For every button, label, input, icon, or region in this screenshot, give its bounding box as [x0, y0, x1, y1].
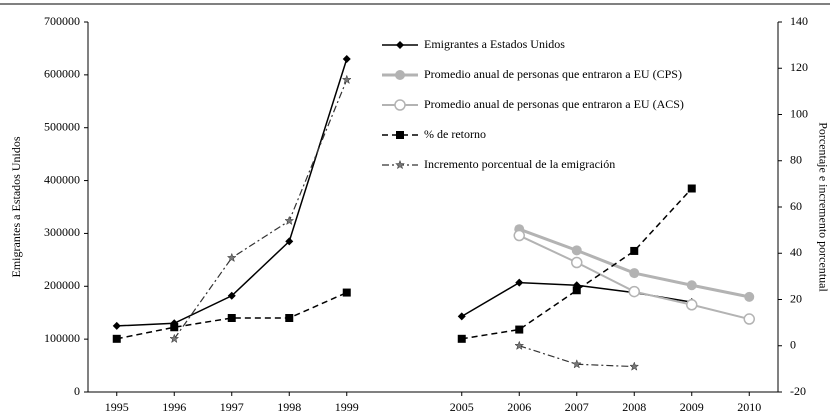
legend-label: % de retorno	[424, 127, 486, 141]
data-point	[112, 321, 121, 330]
legend-marker	[396, 41, 404, 49]
y2-tick-label: 80	[790, 153, 802, 167]
legend-label: Emigrantes a Estados Unidos	[424, 37, 565, 51]
y-tick-label: 0	[74, 384, 80, 398]
data-point	[169, 333, 180, 344]
y2-tick-label: 120	[790, 60, 808, 74]
data-point	[457, 312, 466, 321]
data-point	[629, 268, 640, 279]
data-point	[457, 334, 466, 343]
y2-axis-title: Porcentaje e incremento porcentual	[816, 122, 830, 292]
data-point	[515, 325, 524, 334]
data-point	[342, 55, 351, 63]
data-point	[629, 361, 640, 371]
data-point	[630, 246, 639, 255]
data-point	[515, 278, 524, 287]
data-point	[284, 215, 295, 226]
data-point	[687, 184, 696, 193]
data-point	[227, 314, 236, 322]
x-tick-label: 1995	[105, 400, 129, 414]
y2-tick-label: 20	[790, 291, 802, 305]
y-tick-label: 300000	[44, 225, 80, 239]
data-point	[341, 74, 352, 85]
y-tick-label: 400000	[44, 172, 80, 186]
y-tick-label: 200000	[44, 278, 80, 292]
data-point	[571, 256, 583, 269]
legend-label: Promedio anual de personas que entraron …	[424, 67, 682, 81]
data-point	[285, 237, 294, 246]
data-point	[514, 340, 525, 351]
x-tick-label: 1998	[277, 400, 301, 414]
series-line	[173, 79, 348, 340]
y-axis-title: Emigrantes a Estados Unidos	[9, 136, 23, 277]
y-tick-label: 700000	[44, 14, 80, 28]
data-point	[686, 299, 698, 311]
data-point	[170, 323, 179, 332]
data-point	[571, 245, 582, 256]
legend-label: Promedio anual de personas que entraron …	[424, 97, 684, 111]
data-point	[226, 252, 237, 263]
y2-tick-label: -20	[790, 384, 806, 398]
x-tick-label: 1997	[220, 400, 244, 414]
y2-tick-label: 40	[790, 245, 802, 259]
x-tick-label: 2010	[737, 400, 761, 414]
data-point	[686, 280, 697, 291]
x-tick-label: 2007	[565, 400, 589, 414]
legend-marker	[394, 159, 406, 170]
data-point	[342, 288, 351, 297]
y-tick-label: 600000	[44, 67, 80, 81]
data-point	[743, 313, 755, 325]
x-tick-label: 2008	[622, 400, 646, 414]
series-line	[461, 187, 693, 340]
x-tick-label: 1996	[162, 400, 186, 414]
data-point	[112, 334, 121, 343]
data-point	[285, 314, 294, 322]
legend-marker	[395, 70, 405, 80]
y2-tick-label: 100	[790, 106, 808, 120]
data-point	[513, 229, 525, 242]
x-tick-label: 2005	[450, 400, 474, 414]
data-point	[744, 291, 755, 302]
y2-tick-label: 60	[790, 199, 802, 213]
legend-label: Incremento porcentual de la emigración	[424, 157, 615, 171]
legend-marker	[394, 99, 406, 111]
series-line	[116, 58, 348, 327]
x-tick-label: 2006	[507, 400, 531, 414]
x-tick-label: 1999	[335, 400, 359, 414]
y2-tick-label: 0	[790, 338, 796, 352]
x-tick-label: 2009	[680, 400, 704, 414]
y2-tick-label: 140	[790, 14, 808, 28]
y-tick-label: 100000	[44, 331, 80, 345]
series-line	[116, 291, 348, 340]
y-tick-label: 500000	[44, 119, 80, 133]
data-point	[571, 359, 582, 369]
data-point	[572, 286, 581, 295]
legend-marker	[396, 131, 404, 139]
data-point	[227, 291, 236, 300]
data-point	[628, 285, 640, 298]
